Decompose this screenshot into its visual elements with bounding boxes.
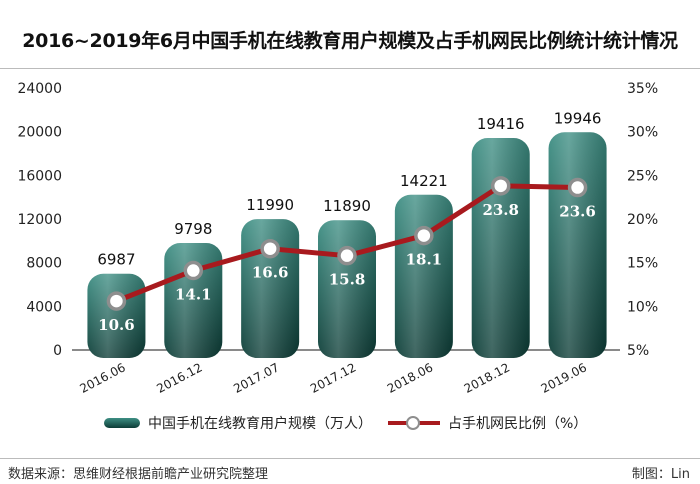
left-axis: 0 4000 8000 12000 16000 20000 24000 bbox=[17, 81, 62, 359]
bar-value-label: 11890 bbox=[323, 197, 371, 215]
bar-value-label: 19946 bbox=[554, 109, 602, 127]
legend-item-line: 占手机网民比例（%） bbox=[388, 410, 587, 436]
line-series: 10.6 14.1 16.6 15.8 18.1 23.8 23.6 bbox=[98, 176, 596, 334]
legend: 中国手机在线教育用户规模（万人） 占手机网民比例（%） bbox=[0, 410, 700, 436]
line-marker bbox=[337, 245, 357, 266]
left-tick-label: 12000 bbox=[17, 212, 62, 228]
bar-highlight bbox=[471, 138, 530, 358]
legend-line-swatch-icon bbox=[388, 416, 440, 430]
line-value-label: 14.1 bbox=[175, 286, 212, 304]
right-tick-label: 25% bbox=[627, 168, 658, 184]
left-tick-label: 16000 bbox=[17, 168, 62, 184]
line-value-label: 15.8 bbox=[329, 271, 366, 289]
line-marker bbox=[414, 225, 434, 246]
line-value-label: 10.6 bbox=[98, 316, 135, 334]
line-value-label: 16.6 bbox=[252, 264, 289, 282]
line-marker bbox=[183, 260, 204, 281]
bar-value-label: 9798 bbox=[174, 220, 212, 238]
line-value-label: 23.6 bbox=[559, 203, 596, 221]
chart-title: 2016~2019年6月中国手机在线教育用户规模及占手机网民比例统计统计情况 bbox=[22, 30, 678, 52]
left-tick-label: 24000 bbox=[17, 81, 62, 97]
bar-highlight bbox=[548, 132, 607, 358]
left-tick-label: 4000 bbox=[26, 299, 62, 315]
bar-value-label: 6987 bbox=[97, 251, 135, 269]
bar-value-label: 11990 bbox=[246, 196, 294, 214]
x-tick-label: 2017.12 bbox=[308, 360, 358, 396]
bar-value-labels: 6987 9798 11990 11890 14221 19416 19946 bbox=[97, 109, 601, 268]
legend-bar-swatch-icon bbox=[104, 418, 140, 428]
right-tick-label: 15% bbox=[627, 256, 658, 272]
line-value-label: 18.1 bbox=[406, 251, 443, 269]
right-tick-label: 35% bbox=[627, 81, 658, 97]
left-tick-label: 20000 bbox=[17, 125, 62, 141]
title-divider bbox=[0, 68, 700, 69]
right-axis: 5% 10% 15% 20% 25% 30% 35% bbox=[627, 81, 658, 359]
line-marker bbox=[490, 176, 511, 196]
right-tick-label: 5% bbox=[627, 343, 649, 359]
left-tick-label: 0 bbox=[53, 343, 62, 359]
right-tick-label: 10% bbox=[627, 299, 658, 315]
legend-item-bars: 中国手机在线教育用户规模（万人） bbox=[104, 410, 372, 436]
x-tick-label: 2016.06 bbox=[77, 360, 127, 396]
x-tick-label: 2016.12 bbox=[154, 360, 204, 396]
bar-highlight bbox=[394, 194, 453, 358]
line-marker bbox=[106, 291, 127, 311]
legend-label-line: 占手机网民比例（%） bbox=[448, 416, 588, 432]
right-tick-label: 20% bbox=[627, 212, 658, 228]
left-tick-label: 8000 bbox=[26, 256, 62, 272]
line-value-label: 23.8 bbox=[482, 201, 519, 219]
footer: 数据来源：思维财经根据前瞻产业研究院整理 制图：Lin bbox=[0, 460, 700, 484]
bar-value-label: 19416 bbox=[477, 115, 525, 133]
line-marker bbox=[260, 238, 280, 259]
bar-value-label: 14221 bbox=[400, 172, 448, 190]
right-tick-label: 30% bbox=[627, 125, 658, 141]
source-note: 数据来源：思维财经根据前瞻产业研究院整理 bbox=[8, 467, 269, 482]
chart-plot: 0 4000 8000 12000 16000 20000 24000 5% 10% 15% 20… bbox=[17, 81, 658, 396]
bar-highlight bbox=[164, 243, 223, 358]
footer-divider bbox=[0, 458, 700, 459]
line-marker bbox=[567, 177, 588, 198]
x-tick-label: 2019.06 bbox=[539, 360, 589, 396]
bar-highlight bbox=[318, 220, 376, 358]
credit-note: 制图：Lin bbox=[631, 467, 690, 482]
legend-label-bars: 中国手机在线教育用户规模（万人） bbox=[148, 416, 372, 432]
x-tick-label: 2018.06 bbox=[385, 360, 435, 396]
x-tick-label: 2017.07 bbox=[231, 360, 281, 396]
bar-series bbox=[87, 132, 607, 358]
x-tick-label: 2018.12 bbox=[462, 360, 512, 396]
